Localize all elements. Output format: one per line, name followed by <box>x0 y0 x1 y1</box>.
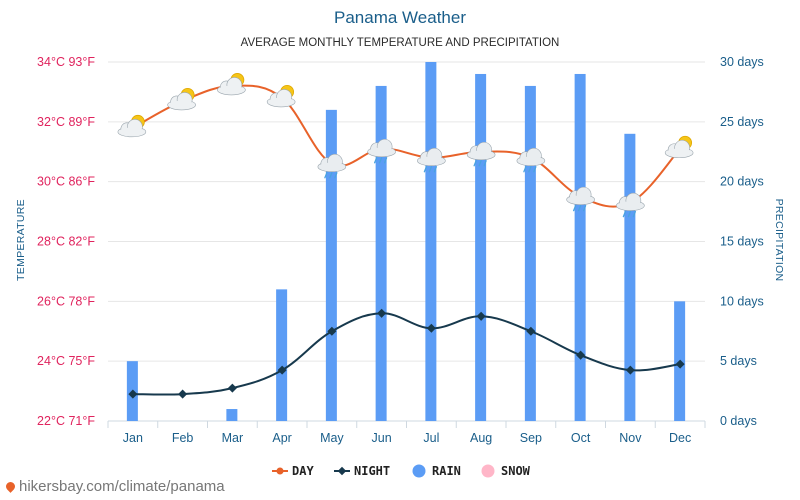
rain-bar <box>574 73 586 421</box>
legend-label: SNOW <box>501 464 531 478</box>
left-tick-label: 26°C 78°F <box>37 294 95 308</box>
month-label: Aug <box>470 431 492 445</box>
site-credit[interactable]: hikersbay.com/climate/panama <box>4 478 225 495</box>
legend-label: DAY <box>292 464 314 478</box>
rain-cloud-icon <box>317 153 347 179</box>
month-label: Mar <box>222 431 244 445</box>
rain-cloud-icon <box>566 186 595 212</box>
rain-cloud-icon <box>367 138 396 164</box>
rain-bar <box>475 73 487 421</box>
sun-cloud-icon <box>664 135 694 159</box>
right-tick-label: 25 days <box>720 115 764 129</box>
legend-item-night[interactable]: NIGHT <box>334 464 390 478</box>
month-label: Nov <box>619 431 642 445</box>
chart-title: Panama Weather <box>334 8 466 27</box>
right-tick-label: 20 days <box>720 175 764 189</box>
left-tick-label: 28°C 82°F <box>37 235 95 249</box>
grid-lines <box>107 61 706 428</box>
month-label: Dec <box>669 431 691 445</box>
weather-icons <box>117 73 694 218</box>
legend-label: RAIN <box>432 464 461 478</box>
sun-cloud-icon <box>167 87 196 111</box>
month-label: Oct <box>571 431 591 445</box>
month-label: Feb <box>172 431 194 445</box>
sun-cloud-icon <box>217 73 246 96</box>
rain-cloud-icon <box>466 141 496 167</box>
right-tick-label: 30 days <box>720 55 764 69</box>
left-tick-label: 24°C 75°F <box>37 354 95 368</box>
night-point <box>128 389 138 399</box>
day-temperature-line <box>132 84 681 208</box>
rain-bar <box>226 409 238 421</box>
legend-dot-swatch <box>481 464 495 478</box>
right-tick-label: 5 days <box>720 354 757 368</box>
rain-bar <box>524 85 536 421</box>
rain-bar <box>425 62 437 421</box>
rain-cloud-icon <box>516 147 546 173</box>
legend-dot-swatch <box>412 464 426 478</box>
right-axis-title: PRECIPITATION <box>773 199 785 282</box>
rain-bar <box>375 85 387 421</box>
legend: DAY NIGHT RAIN SNOW <box>272 464 531 478</box>
legend-item-rain[interactable]: RAIN <box>412 464 461 478</box>
legend-dot-swatch <box>276 467 284 475</box>
month-label: Jun <box>372 431 392 445</box>
night-point <box>675 359 685 369</box>
right-tick-label: 10 days <box>720 294 764 308</box>
legend-label: NIGHT <box>354 464 390 478</box>
month-label: Jul <box>423 431 439 445</box>
legend-item-day[interactable]: DAY <box>272 464 314 478</box>
right-tick-label: 0 days <box>720 414 757 428</box>
month-label: May <box>320 431 344 445</box>
right-tick-label: 15 days <box>720 235 764 249</box>
left-tick-label: 30°C 86°F <box>37 175 95 189</box>
legend-diamond-swatch <box>337 466 347 476</box>
left-tick-label: 34°C 93°F <box>37 55 95 69</box>
night-point <box>227 383 237 393</box>
left-tick-label: 22°C 71°F <box>37 414 95 428</box>
axis-labels: 22°C 71°F 24°C 75°F 26°C 78°F 28°C 82°F 30°C… <box>37 55 764 445</box>
rain-bar <box>276 289 288 421</box>
location-pin-icon <box>4 480 17 493</box>
sun-cloud-icon <box>266 85 296 108</box>
month-label: Apr <box>272 431 291 445</box>
night-temperature-line <box>132 312 681 396</box>
rain-cloud-icon <box>417 147 446 173</box>
rain-cloud-icon <box>616 192 645 218</box>
legend-item-snow[interactable]: SNOW <box>481 464 531 478</box>
left-tick-label: 32°C 89°F <box>37 115 95 129</box>
night-point <box>576 350 586 360</box>
credit-link[interactable]: hikersbay.com/climate/panama <box>19 478 225 495</box>
rain-bar <box>624 133 636 422</box>
night-point <box>178 389 188 399</box>
left-axis-title: TEMPERATURE <box>15 199 27 281</box>
rain-bar <box>325 109 337 421</box>
month-label: Jan <box>123 431 143 445</box>
chart-subtitle: AVERAGE MONTHLY TEMPERATURE AND PRECIPIT… <box>241 37 560 49</box>
temperature-lines <box>128 84 685 399</box>
month-label: Sep <box>520 431 542 445</box>
sun-cloud-icon <box>117 114 147 138</box>
night-point <box>625 365 635 375</box>
